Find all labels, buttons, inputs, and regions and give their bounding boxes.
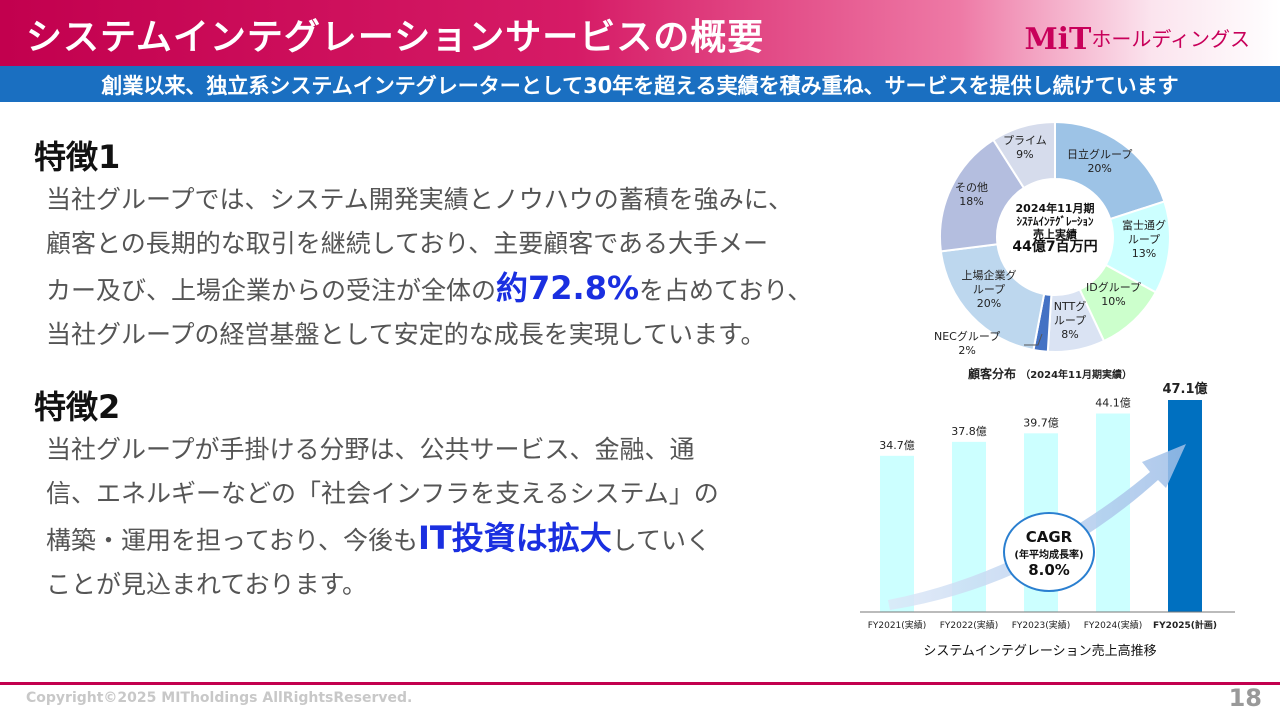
feature1-text: カー及び、上場企業からの受注が全体の [46, 276, 497, 305]
slice-name: IDグループ [1086, 281, 1142, 294]
feature2-line: 当社グループが手掛ける分野は、公共サービス、金融、通 [46, 435, 695, 464]
cagr-subtitle: (年平均成長率) [1014, 550, 1084, 561]
slice-name: 日立グループ [1067, 148, 1133, 161]
bar-value-label-1: 37.8億 [951, 425, 987, 438]
center-line: 2024年11月期 [1015, 202, 1095, 215]
slice-value: 10% [1101, 295, 1126, 308]
feature1-highlight: 約72.8% [496, 269, 640, 307]
feature1-line: カー及び、上場企業からの受注が全体の約72.8%を占めており、 [46, 266, 812, 313]
subtitle-text: 創業以来、独立系システムインテグレーターとして30年を超える実績を積み重ね、サー… [101, 74, 1179, 98]
feature1-line: 顧客との長期的な取引を継続しており、主要顧客である大手メー [46, 229, 769, 258]
slice-label-prime: プライム 9% [1003, 134, 1047, 162]
pie-slice-7 [991, 120, 1056, 190]
footer-divider [0, 682, 1280, 685]
cagr-badge: CAGR (年平均成長率) 8.0% [1003, 512, 1095, 592]
feature1-body: 当社グループでは、システム開発実績とノウハウの蓄積を強みに、 顧客との長期的な取… [46, 178, 812, 357]
slice-name: NTTグループ [1053, 300, 1087, 327]
slice-name: プライム [1003, 134, 1047, 147]
feature2-line: 構築・運用を担っており、今後もIT投資は拡大していく [46, 516, 719, 563]
bar-category-label-4: FY2025(計画) [1153, 619, 1217, 631]
slice-name: NECグループ [934, 330, 1001, 343]
subtitle-bar: 創業以来、独立系システムインテグレーターとして30年を超える実績を積み重ね、サー… [0, 66, 1280, 102]
feature1-text: を占めており、 [639, 276, 813, 305]
feature2-highlight: IT投資は拡大 [418, 519, 612, 557]
pie-title: 顧客分布 [968, 367, 1017, 381]
bar-category-label-3: FY2024(実績) [1084, 619, 1143, 631]
pie-subtitle: （2024年11月期実績） [1020, 370, 1132, 381]
logo-mark: MiT [1024, 22, 1092, 57]
slice-value: 20% [1087, 162, 1112, 175]
feature2-text: 構築・運用を担っており、今後も [46, 526, 419, 555]
slice-name: 上場企業グループ [961, 269, 1017, 296]
slice-label-hitachi: 日立グループ 20% [1067, 148, 1132, 176]
feature1-line: 当社グループでは、システム開発実績とノウハウの蓄積を強みに、 [46, 185, 794, 214]
slice-value: 18% [959, 195, 984, 208]
center-amount: 44億7百万円 [1012, 239, 1098, 255]
page-number: 18 [1228, 684, 1262, 712]
bar-chart-title: システムインテグレーション売上高推移 [923, 644, 1157, 659]
copyright: Copyright©2025 MITholdings AllRightsRese… [26, 690, 413, 706]
bar-value-label-3: 44.1億 [1095, 397, 1131, 410]
cagr-title: CAGR [1025, 528, 1073, 546]
bar-category-label-1: FY2022(実績) [940, 619, 999, 631]
slice-name: 富士通グループ [1122, 219, 1166, 246]
slice-value: 13% [1131, 247, 1157, 260]
feature2-title: 特徴2 [34, 388, 121, 426]
header-bar: システムインテグレーションサービスの概要 MiTホールディングス [0, 0, 1280, 66]
bar-value-label-2: 39.7億 [1023, 416, 1059, 429]
cagr-value: 8.0% [1028, 561, 1070, 579]
revenue-bar-chart: 34.7億 FY2021(実績) 37.8億 FY2022(実績) 39.7億 FY202… [860, 381, 1235, 631]
slice-value: 20% [976, 297, 1002, 310]
bar-value-label-0: 34.7億 [879, 439, 915, 452]
slice-label-fujitsu: 富士通グループ 13% [1121, 219, 1167, 261]
slice-label-nec: NECグループ 2% [934, 330, 1000, 358]
bar-4 [1168, 400, 1202, 612]
customer-donut-chart [939, 120, 1171, 353]
growth-arrow [888, 444, 1186, 610]
pie-slice-5 [939, 243, 1046, 352]
pie-caption: 顧客分布 （2024年11月期実績） [968, 365, 1132, 382]
feature2-body: 当社グループが手掛ける分野は、公共サービス、金融、通 信、エネルギーなどの「社会… [46, 428, 719, 607]
center-line: 売上実績 [1033, 228, 1077, 241]
feature2-line: ことが見込まれております。 [46, 570, 368, 599]
bar-value-label-4: 47.1億 [1162, 381, 1207, 397]
feature2-text: していく [611, 526, 712, 555]
nec-leader-line [1024, 333, 1043, 346]
feature2-line: 信、エネルギーなどの「社会インフラを支えるシステム」の [46, 479, 719, 508]
donut-center-text: 2024年11月期 ｼｽﾃﾑｲﾝﾃｸﾞﾚｰｼｮﾝ 売上実績 44億7百万円 [1000, 202, 1110, 254]
slice-value: 9% [1016, 148, 1034, 161]
center-line: ｼｽﾃﾑｲﾝﾃｸﾞﾚｰｼｮﾝ [1016, 215, 1094, 228]
slice-label-listed: 上場企業グループ 20% [960, 269, 1018, 311]
bar-category-label-0: FY2021(実績) [868, 619, 927, 631]
slice-name: その他 [955, 181, 988, 194]
slice-label-id: IDグループ 10% [1086, 281, 1141, 309]
bar-0 [880, 455, 914, 612]
feature1-line: 当社グループの経営基盤として安定的な成長を実現しています。 [46, 320, 766, 349]
slice-value: 8% [1061, 328, 1079, 341]
slice-label-other: その他 18% [955, 181, 988, 209]
bar-category-label-2: FY2023(実績) [1012, 619, 1071, 631]
logo-text: ホールディングス [1091, 27, 1250, 51]
feature1-title: 特徴1 [34, 138, 121, 176]
pie-slice-0 [1054, 120, 1166, 221]
company-logo: MiTホールディングス [1024, 22, 1250, 57]
slice-label-ntt: NTTグループ 8% [1050, 300, 1090, 342]
slice-value: 2% [958, 344, 976, 357]
page-title: システムインテグレーションサービスの概要 [26, 17, 765, 58]
